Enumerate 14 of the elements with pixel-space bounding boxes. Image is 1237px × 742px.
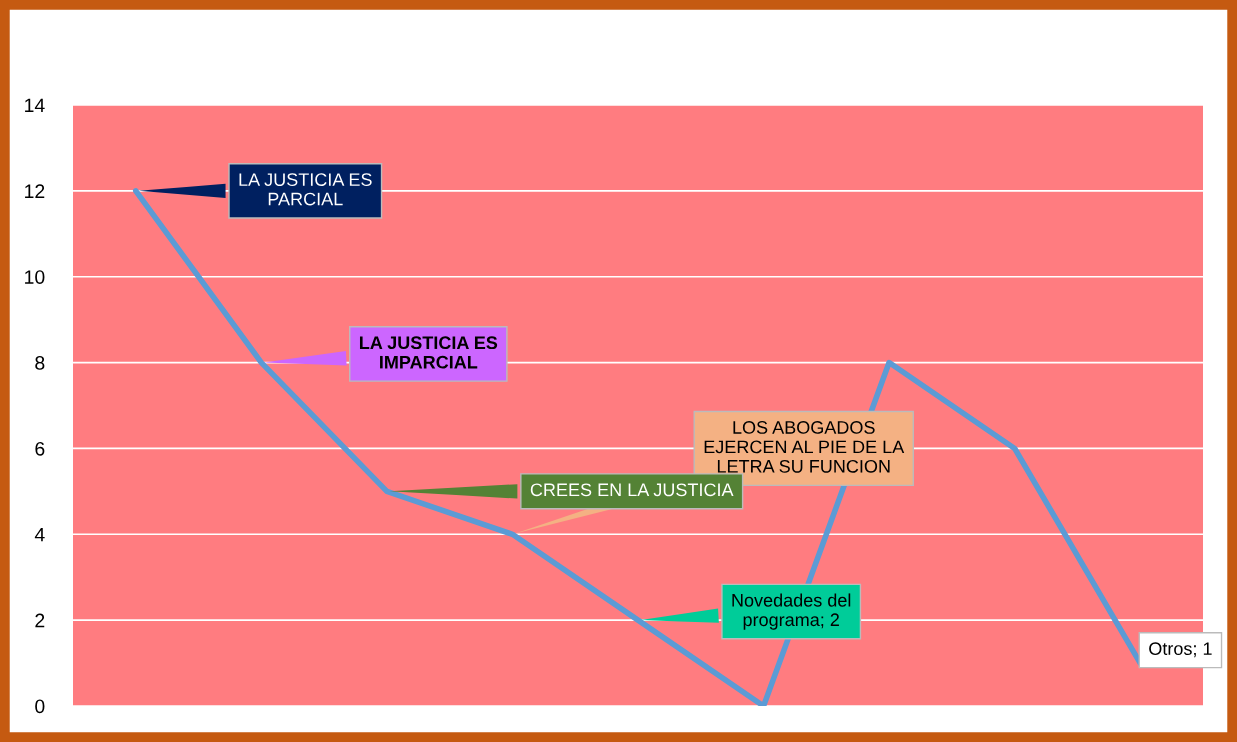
y-tick-label: 8 bbox=[35, 356, 45, 370]
y-tick-label: 6 bbox=[35, 441, 45, 456]
data-label: CREES EN LA JUSTICIA bbox=[530, 483, 734, 497]
y-tick-label: 4 bbox=[34, 527, 45, 542]
data-label: Novedades del programa; 2 bbox=[732, 593, 851, 630]
y-tick-label: 0 bbox=[35, 699, 45, 714]
y-tick-label: 14 bbox=[25, 98, 45, 113]
y-tick-label: 2 bbox=[35, 613, 45, 628]
y-tick-label: 10 bbox=[25, 270, 45, 284]
data-label: LOS ABOGADOS EJERCEN AL PIE DE LA LETRA SU FUNCION bbox=[704, 421, 905, 473]
data-label: LA JUSTICIA ES IMPARCIAL bbox=[359, 336, 498, 369]
data-label: Otros; 1 bbox=[1149, 642, 1212, 658]
y-tick-label: 12 bbox=[25, 184, 45, 198]
data-label: LA JUSTICIA ES PARCIAL bbox=[239, 173, 372, 206]
